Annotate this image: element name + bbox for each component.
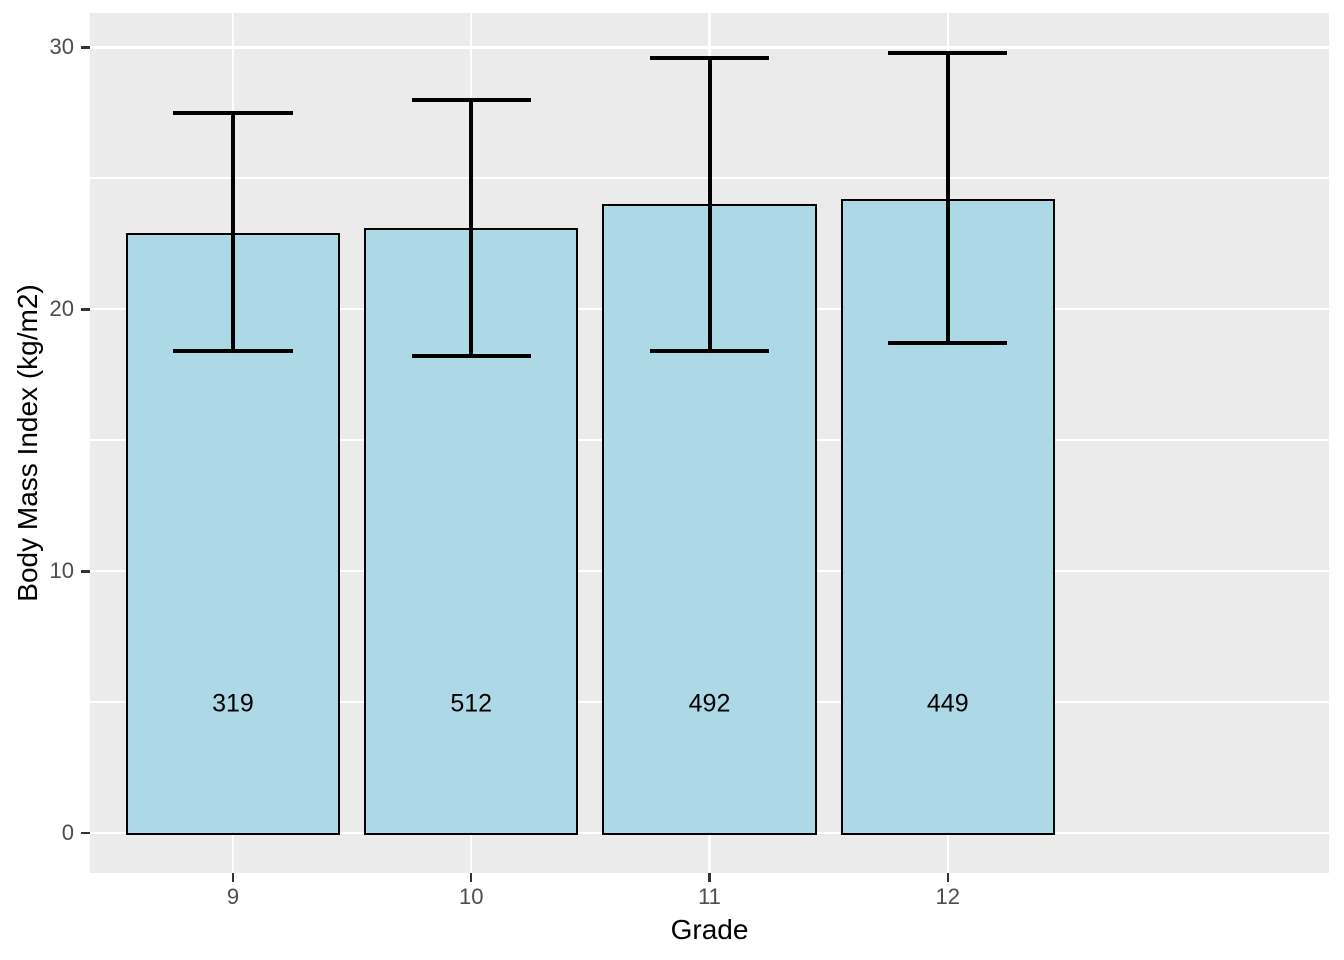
bar-count-label: 449	[926, 689, 969, 718]
error-bar-cap-bottom	[649, 349, 770, 354]
error-bar-cap-top	[173, 110, 293, 115]
x-axis-title: Grade	[670, 914, 749, 945]
error-bar-cap-top	[649, 55, 770, 60]
bar-count-label: 492	[688, 689, 731, 718]
y-tick-mark	[81, 308, 90, 311]
y-tick-label: 0	[61, 819, 74, 845]
chart-panel: 319 512 492 449	[90, 13, 1329, 873]
x-tick-label: 10	[458, 884, 484, 909]
error-bar-cap-top	[888, 50, 1008, 55]
bar-count-label: 319	[212, 689, 254, 718]
y-axis-title: Body Mass Index (kg/m2)	[12, 284, 43, 602]
error-bar-stem	[707, 57, 712, 352]
bar-count-label: 512	[450, 689, 493, 718]
error-bar-stem	[230, 112, 235, 352]
y-tick-label: 10	[49, 558, 74, 584]
x-tick-label: 11	[698, 884, 721, 909]
y-tick-label: 20	[49, 296, 74, 322]
y-tick-label: 30	[49, 34, 74, 60]
y-tick-mark	[81, 831, 90, 835]
x-tick-mark	[231, 873, 235, 882]
x-tick-mark	[946, 873, 950, 882]
error-bar-cap-bottom	[888, 341, 1008, 346]
error-bar-stem	[469, 99, 474, 357]
x-tick-mark	[469, 873, 473, 882]
x-tick-label: 12	[935, 884, 961, 909]
error-bar-stem	[945, 52, 950, 344]
x-tick-label: 9	[226, 884, 240, 909]
y-tick-mark	[81, 570, 90, 573]
x-tick-mark	[708, 873, 711, 882]
error-bar-cap-top	[411, 97, 531, 102]
error-bar-cap-bottom	[173, 349, 293, 354]
y-tick-mark	[81, 46, 90, 49]
error-bar-cap-bottom	[411, 354, 531, 359]
